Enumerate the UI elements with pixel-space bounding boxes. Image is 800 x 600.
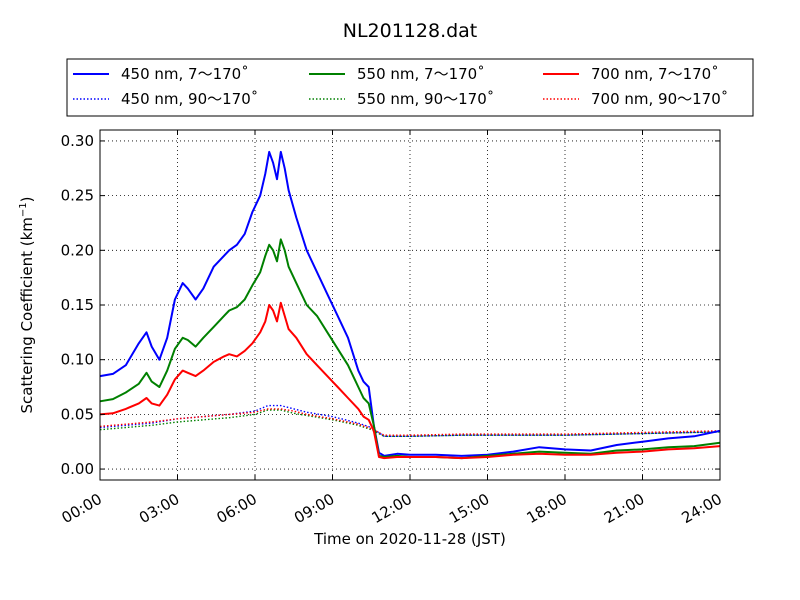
y-tick-label: 0.00: [61, 460, 94, 478]
x-tick-label: 00:00: [59, 490, 105, 527]
chart-title: NL201128.dat: [343, 20, 478, 42]
series-line-0: [99, 150, 721, 457]
y-axis-label-main: Scattering Coefficient (km: [18, 217, 36, 413]
y-axis-label-exponent: −1: [18, 202, 29, 217]
x-tick-label: 15:00: [446, 490, 492, 527]
legend-label-5: 700 nm, 90～170˚: [591, 90, 728, 108]
series-line-2: [99, 238, 721, 460]
legend-label-4: 700 nm, 7～170˚: [591, 65, 719, 83]
legend: 450 nm, 7～170˚ 450 nm, 90～170˚ 550 nm, 7～1…: [73, 65, 728, 108]
y-tick-label: 0.10: [61, 351, 94, 369]
series-group: [99, 150, 721, 460]
axis-ticks: 00:00 03:00 06:00 09:00 12:00 15:00 18:00 21:00…: [59, 130, 725, 527]
x-tick-label: 12:00: [369, 490, 415, 527]
legend-label-2: 550 nm, 7～170˚: [357, 65, 485, 83]
y-tick-label: 0.05: [61, 405, 94, 423]
y-tick-label: 0.25: [61, 187, 94, 205]
x-tick-label: 09:00: [291, 490, 337, 527]
y-tick-label: 0.15: [61, 296, 94, 314]
x-tick-label: 18:00: [524, 490, 570, 527]
y-tick-label: 0.20: [61, 241, 94, 259]
grid: [100, 130, 720, 480]
series-line-4: [99, 301, 721, 460]
y-axis-label-close: ): [18, 196, 36, 202]
y-axis-label: Scattering Coefficient (km−1): [18, 196, 36, 413]
legend-box: [66, 58, 754, 117]
series-line-3: [99, 409, 721, 437]
legend-label-0: 450 nm, 7～170˚: [121, 65, 249, 83]
x-tick-label: 21:00: [601, 490, 647, 527]
legend-label-1: 450 nm, 90～170˚: [121, 90, 258, 108]
series-line-5: [99, 408, 721, 436]
x-tick-label: 03:00: [136, 490, 182, 527]
x-tick-label: 24:00: [679, 490, 725, 527]
legend-label-3: 550 nm, 90～170˚: [357, 90, 494, 108]
y-tick-label: 0.30: [61, 132, 94, 150]
x-tick-label: 06:00: [214, 490, 260, 527]
x-axis-label: Time on 2020-11-28 (JST): [313, 530, 506, 548]
